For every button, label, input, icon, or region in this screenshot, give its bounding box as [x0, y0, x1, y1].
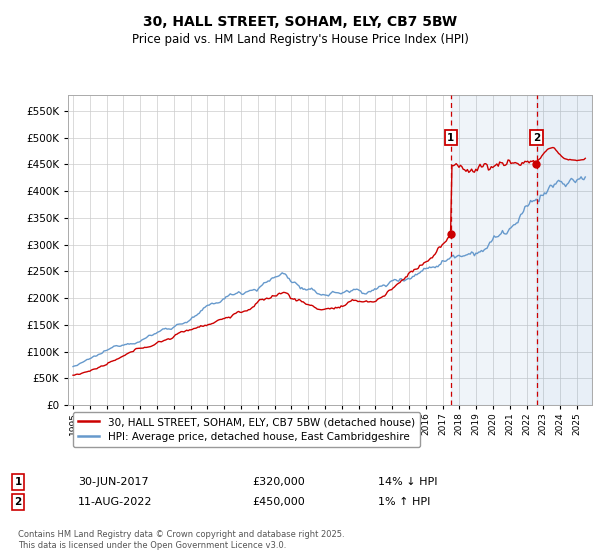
Text: £450,000: £450,000 [252, 497, 305, 507]
Text: 11-AUG-2022: 11-AUG-2022 [78, 497, 152, 507]
Text: 30-JUN-2017: 30-JUN-2017 [78, 477, 149, 487]
Text: 1: 1 [14, 477, 22, 487]
Legend: 30, HALL STREET, SOHAM, ELY, CB7 5BW (detached house), HPI: Average price, detac: 30, HALL STREET, SOHAM, ELY, CB7 5BW (de… [73, 412, 420, 447]
Bar [451, 95, 536, 405]
Text: 2: 2 [533, 133, 540, 143]
Text: 2: 2 [14, 497, 22, 507]
Text: 1: 1 [447, 133, 455, 143]
Text: Price paid vs. HM Land Registry's House Price Index (HPI): Price paid vs. HM Land Registry's House … [131, 33, 469, 46]
Bar [536, 95, 592, 405]
Text: Contains HM Land Registry data © Crown copyright and database right 2025.
This d: Contains HM Land Registry data © Crown c… [18, 530, 344, 550]
Text: 30, HALL STREET, SOHAM, ELY, CB7 5BW: 30, HALL STREET, SOHAM, ELY, CB7 5BW [143, 15, 457, 29]
Text: £320,000: £320,000 [252, 477, 305, 487]
Text: 14% ↓ HPI: 14% ↓ HPI [378, 477, 437, 487]
Text: 1% ↑ HPI: 1% ↑ HPI [378, 497, 430, 507]
